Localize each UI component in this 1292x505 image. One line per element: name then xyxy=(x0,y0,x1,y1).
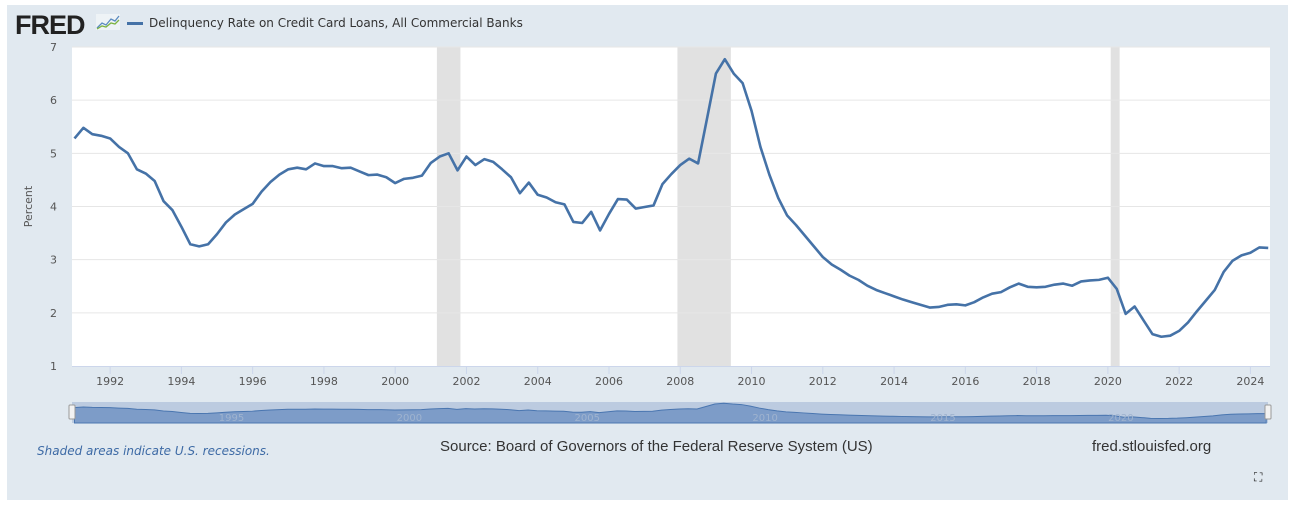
fullscreen-icon[interactable]: ⛶ xyxy=(1254,470,1263,484)
x-tick-label: 2002 xyxy=(452,375,480,388)
y-tick-label: 2 xyxy=(50,307,57,320)
x-tick-label: 1992 xyxy=(96,375,124,388)
y-tick-label: 5 xyxy=(50,147,57,160)
x-tick-label: 2004 xyxy=(524,375,552,388)
y-tick-label: 6 xyxy=(50,94,57,107)
recession-note: Shaded areas indicate U.S. recessions. xyxy=(37,444,270,458)
navigator-handle-right[interactable] xyxy=(1264,404,1272,420)
navigator-tick-label: 2015 xyxy=(930,413,955,424)
navigator-series xyxy=(73,402,1267,424)
navigator-tick-label: 2010 xyxy=(752,413,777,424)
x-tick-label: 2018 xyxy=(1023,375,1051,388)
y-tick-label: 3 xyxy=(50,254,57,267)
x-tick-label: 2022 xyxy=(1165,375,1193,388)
navigator-handle-left[interactable] xyxy=(68,404,76,420)
site-link[interactable]: fred.stlouisfed.org xyxy=(1092,438,1212,455)
x-tick-label: 1996 xyxy=(239,375,267,388)
x-tick-label: 1994 xyxy=(167,375,195,388)
navigator-tick-label: 1995 xyxy=(219,413,244,424)
legend-label: Delinquency Rate on Credit Card Loans, A… xyxy=(149,16,523,30)
x-tick-label: 2016 xyxy=(951,375,979,388)
x-tick-label: 2000 xyxy=(381,375,409,388)
legend-swatch xyxy=(127,21,143,25)
x-tick-label: 2012 xyxy=(809,375,837,388)
fred-logo[interactable]: FRED xyxy=(15,10,85,40)
x-tick-label: 2006 xyxy=(595,375,623,388)
navigator-tick-label: 2000 xyxy=(397,413,422,424)
y-tick-label: 4 xyxy=(50,201,57,214)
x-tick-label: 2020 xyxy=(1094,375,1122,388)
x-tick-label: 2008 xyxy=(666,375,694,388)
sparkline-icon xyxy=(96,14,120,30)
x-tick-label: 2024 xyxy=(1236,375,1264,388)
y-axis-label: Percent xyxy=(22,185,35,227)
y-tick-label: 7 xyxy=(50,41,57,54)
source-text: Source: Board of Governors of the Federa… xyxy=(440,438,873,455)
x-tick-label: 1998 xyxy=(310,375,338,388)
navigator-tick-label: 2020 xyxy=(1108,413,1133,424)
legend[interactable]: Delinquency Rate on Credit Card Loans, A… xyxy=(127,16,523,30)
navigator-tick-label: 2005 xyxy=(575,413,600,424)
y-tick-label: 1 xyxy=(50,360,57,373)
x-tick-label: 2014 xyxy=(880,375,908,388)
x-tick-label: 2010 xyxy=(738,375,766,388)
